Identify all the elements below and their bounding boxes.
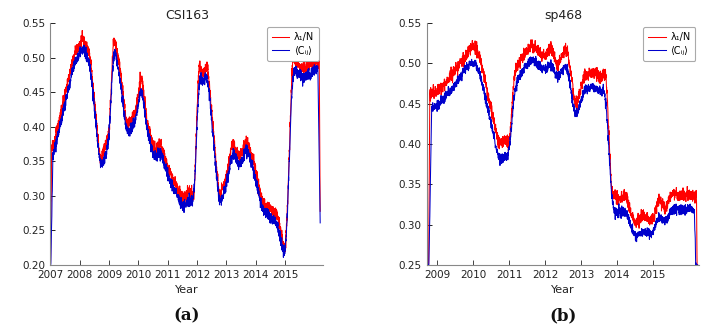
⟨Cᵢⱼ⟩ xyxy=(216,198,225,202)
⟨Cᵢⱼ⟩ xyxy=(315,193,324,197)
⟨Cᵢⱼ⟩ xyxy=(687,206,696,210)
Legend: λ₁/N, ⟨Cᵢⱼ⟩: λ₁/N, ⟨Cᵢⱼ⟩ xyxy=(643,27,696,61)
⟨Cᵢⱼ⟩ xyxy=(531,54,540,58)
⟨Cᵢⱼ⟩ xyxy=(431,104,440,108)
λ₁/N xyxy=(687,191,696,195)
⟨Cᵢⱼ⟩ xyxy=(424,263,433,267)
λ₁/N xyxy=(315,131,324,135)
⟨Cᵢⱼ⟩ xyxy=(298,73,307,77)
Text: (b): (b) xyxy=(549,307,577,324)
Title: sp468: sp468 xyxy=(544,9,582,22)
λ₁/N xyxy=(316,209,324,213)
λ₁/N xyxy=(648,215,657,219)
⟨Cᵢⱼ⟩ xyxy=(286,149,294,153)
Text: (a): (a) xyxy=(174,307,200,324)
λ₁/N xyxy=(686,198,695,202)
λ₁/N xyxy=(236,155,245,159)
⟨Cᵢⱼ⟩ xyxy=(694,263,702,267)
X-axis label: Year: Year xyxy=(552,285,575,295)
λ₁/N xyxy=(694,263,702,267)
⟨Cᵢⱼ⟩ xyxy=(316,221,324,225)
Line: ⟨Cᵢⱼ⟩: ⟨Cᵢⱼ⟩ xyxy=(428,56,698,265)
λ₁/N xyxy=(640,217,648,221)
Line: λ₁/N: λ₁/N xyxy=(50,30,320,265)
λ₁/N xyxy=(216,196,225,200)
λ₁/N xyxy=(286,148,294,152)
λ₁/N xyxy=(526,38,535,42)
λ₁/N xyxy=(578,83,586,87)
λ₁/N xyxy=(431,84,440,88)
⟨Cᵢⱼ⟩ xyxy=(236,161,245,165)
λ₁/N xyxy=(298,67,307,71)
X-axis label: Year: Year xyxy=(175,285,198,295)
λ₁/N xyxy=(46,263,55,267)
⟨Cᵢⱼ⟩ xyxy=(640,228,648,232)
Legend: λ₁/N, ⟨Cᵢⱼ⟩: λ₁/N, ⟨Cᵢⱼ⟩ xyxy=(267,27,319,61)
Title: CSI163: CSI163 xyxy=(165,9,209,22)
λ₁/N xyxy=(424,263,433,267)
Line: λ₁/N: λ₁/N xyxy=(428,40,698,265)
⟨Cᵢⱼ⟩ xyxy=(648,229,657,233)
⟨Cᵢⱼ⟩ xyxy=(686,204,695,208)
Line: ⟨Cᵢⱼ⟩: ⟨Cᵢⱼ⟩ xyxy=(50,45,320,265)
⟨Cᵢⱼ⟩ xyxy=(109,65,118,69)
λ₁/N xyxy=(109,45,118,49)
λ₁/N xyxy=(78,28,87,32)
⟨Cᵢⱼ⟩ xyxy=(79,43,88,47)
⟨Cᵢⱼ⟩ xyxy=(578,99,586,103)
⟨Cᵢⱼ⟩ xyxy=(46,263,55,267)
